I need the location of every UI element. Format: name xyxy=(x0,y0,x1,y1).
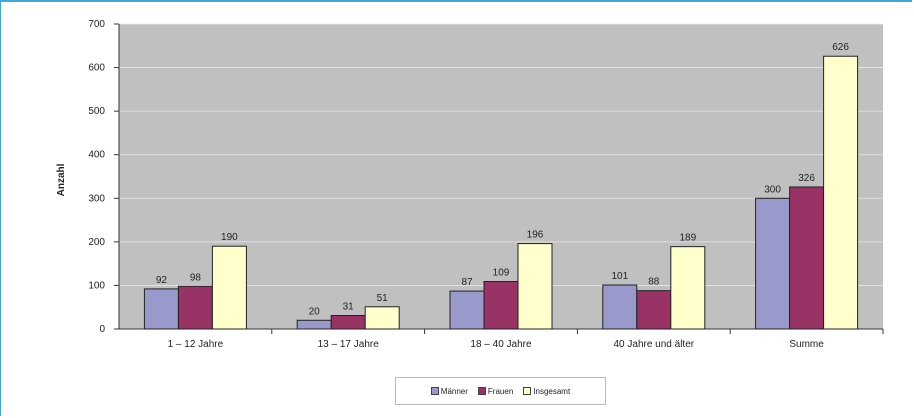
data-label: 189 xyxy=(679,233,696,244)
bar xyxy=(449,290,485,330)
legend-item-insgesamt: Insgesamt xyxy=(523,387,570,396)
y-tick-label: 200 xyxy=(88,237,105,248)
data-label: 300 xyxy=(764,184,781,195)
bar xyxy=(755,197,791,330)
data-label: 109 xyxy=(493,268,510,279)
data-label: 196 xyxy=(527,230,544,241)
data-label: 190 xyxy=(221,232,238,243)
bar xyxy=(517,243,553,330)
bar xyxy=(823,55,859,330)
y-tick-label: 300 xyxy=(88,193,105,204)
y-tick-label: 600 xyxy=(88,63,105,74)
x-category-label: 40 Jahre und älter xyxy=(613,339,694,350)
bar xyxy=(143,288,179,330)
x-category-label: 1 – 12 Jahre xyxy=(168,339,224,350)
y-tick-label: 0 xyxy=(99,324,105,335)
bar xyxy=(364,306,400,330)
data-label: 87 xyxy=(461,277,473,288)
bar xyxy=(602,284,638,330)
y-tick-label: 500 xyxy=(88,106,105,117)
legend-item-frauen: Frauen xyxy=(477,386,514,396)
y-tick-label: 100 xyxy=(88,280,105,291)
data-label: 20 xyxy=(309,306,321,317)
data-labels: 92 98 190 20 31 51 87 109 196 101 88 189 300 326 626 xyxy=(156,42,850,317)
x-category-label: 13 – 17 Jahre xyxy=(318,339,380,350)
legend-item-maenner: Männer xyxy=(430,386,468,396)
data-label: 92 xyxy=(156,275,168,286)
bar xyxy=(330,314,366,330)
x-category-label: Summe xyxy=(789,339,824,350)
data-label: 326 xyxy=(798,173,815,184)
legend: Männer Frauen Insgesamt xyxy=(395,377,606,405)
bar xyxy=(177,285,213,330)
y-axis-ticks: 0 100 200 300 400 500 600 700 xyxy=(88,19,120,335)
x-axis-categories: 1 – 12 Jahre 13 – 17 Jahre 18 – 40 Jahre 40… xyxy=(168,329,884,350)
bar xyxy=(211,245,247,330)
bar xyxy=(636,290,672,330)
bars xyxy=(143,55,859,330)
x-category-label: 18 – 40 Jahre xyxy=(470,339,532,350)
data-label: 51 xyxy=(377,293,389,304)
legend-swatch-frauen xyxy=(477,387,486,395)
legend-label-insgesamt: Insgesamt xyxy=(533,386,571,396)
legend-swatch-insgesamt xyxy=(523,387,532,395)
data-label: 98 xyxy=(190,272,202,283)
data-label: 88 xyxy=(648,277,660,288)
legend-swatch-maenner xyxy=(430,387,439,395)
bar xyxy=(670,246,706,330)
legend-label-frauen: Frauen xyxy=(487,386,514,396)
data-label: 31 xyxy=(343,301,355,312)
data-label: 101 xyxy=(611,271,628,282)
data-label: 626 xyxy=(832,42,849,53)
y-tick-label: 700 xyxy=(88,19,105,30)
y-tick-label: 400 xyxy=(88,150,105,161)
legend-label-maenner: Männer xyxy=(440,386,468,396)
y-axis-label: Anzahl xyxy=(56,163,67,196)
bar xyxy=(789,186,825,330)
bar xyxy=(483,281,519,330)
bar xyxy=(296,319,332,330)
